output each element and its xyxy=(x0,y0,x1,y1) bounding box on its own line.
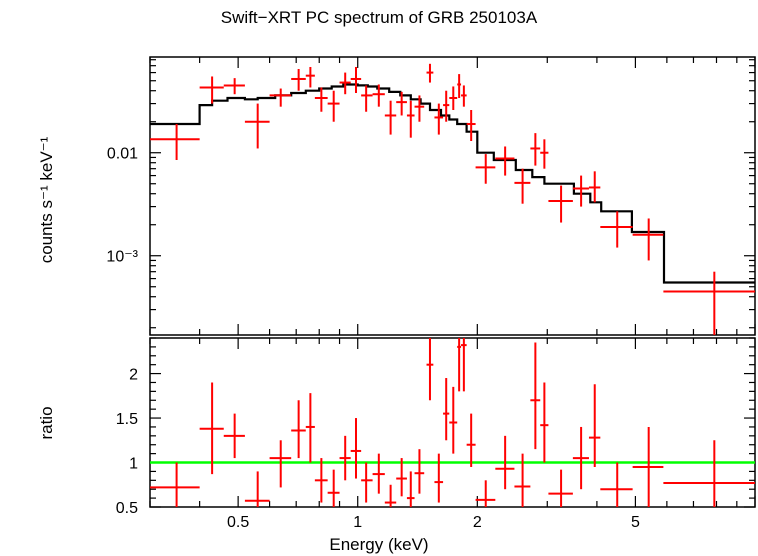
ratio-data-point xyxy=(514,453,531,507)
spectrum-data-point xyxy=(466,109,476,141)
ratio-data-point xyxy=(632,426,664,507)
ratio-data-point xyxy=(372,453,385,494)
ratio-y-tick-label: 0.5 xyxy=(116,500,138,517)
spectrum-data-point xyxy=(530,133,541,166)
spectrum-data-point xyxy=(384,100,397,135)
ratio-data-point xyxy=(199,382,224,475)
spectrum-data-point xyxy=(396,91,407,116)
spectrum-data-point xyxy=(572,175,589,207)
ratio-data-point xyxy=(305,393,315,463)
ratio-data-point xyxy=(150,462,200,507)
ratio-data-point xyxy=(327,469,340,507)
spectrum-data-point xyxy=(361,85,373,112)
ratio-y-tick-label: 2 xyxy=(129,367,138,384)
spectrum-data-point xyxy=(461,85,467,107)
ratio-data-point xyxy=(269,440,292,488)
ratio-data-point xyxy=(530,342,541,450)
ratio-data-point xyxy=(540,382,549,463)
spectrum-y-tick-label: 10⁻³ xyxy=(106,249,138,266)
spectrum-data-point xyxy=(514,168,531,204)
spectrum-data-point xyxy=(475,154,496,184)
ratio-data-point xyxy=(414,449,425,494)
ratio-data-point xyxy=(475,480,496,507)
spectrum-data-point xyxy=(327,90,340,122)
ratio-data-point xyxy=(314,458,328,503)
x-tick-label: 0.5 xyxy=(227,514,249,531)
ratio-data-point xyxy=(466,413,476,467)
chart-title: Swift−XRT PC spectrum of GRB 250103A xyxy=(220,8,538,27)
ratio-data-point xyxy=(600,462,633,507)
spectrum-data-point xyxy=(150,124,200,161)
ratio-data-point xyxy=(588,384,601,467)
ratio-data-point xyxy=(572,426,589,490)
spectrum-data-point xyxy=(414,95,425,122)
ratio-data-point xyxy=(350,418,362,479)
spectrum-data-point xyxy=(632,218,664,261)
ratio-data-point xyxy=(339,435,351,481)
ratio-data-point xyxy=(548,469,573,507)
ratio-data-point xyxy=(426,338,434,401)
ratio-data-point xyxy=(461,338,467,392)
ratio-data-point xyxy=(449,386,458,454)
ratio-data-point xyxy=(663,440,755,507)
model-step-line xyxy=(150,83,755,284)
spectrum-data-point xyxy=(457,74,462,98)
ratio-panel: 0.5 1 1.5 2 0.5 1 2 5 xyxy=(116,337,756,531)
ratio-data-point xyxy=(406,471,415,507)
spectrum-data-point xyxy=(663,271,755,335)
ratio-y-tick-label: 1 xyxy=(129,456,138,473)
spectrum-data-point xyxy=(600,211,633,248)
spectrum-y-tick-label: 0.01 xyxy=(107,146,138,163)
spectrum-data-point xyxy=(244,103,270,149)
x-tick-label: 1 xyxy=(353,514,362,531)
ratio-data-point xyxy=(291,400,306,459)
spectrum-data-point xyxy=(540,139,549,169)
x-tick-label: 2 xyxy=(473,514,482,531)
spectrum-data-point xyxy=(269,88,292,107)
spectrum-data-point xyxy=(588,171,601,203)
x-axis-label: Energy (keV) xyxy=(329,535,429,554)
spectrum-data-point xyxy=(495,146,515,176)
spectrum-data-point xyxy=(350,66,362,94)
spectrum-data-point xyxy=(372,84,385,107)
spectrum-data-point xyxy=(443,90,450,122)
spectrum-data-point xyxy=(406,100,415,138)
spectrum-data-point xyxy=(339,72,351,95)
spectrum-data-point xyxy=(291,69,306,91)
ratio-data-point xyxy=(495,435,515,490)
spectrum-data-point xyxy=(449,86,458,110)
spectrum-data-point xyxy=(426,63,434,83)
spectrum-data-point xyxy=(199,76,224,104)
spectrum-data-point xyxy=(305,66,315,88)
ratio-frame xyxy=(149,337,756,508)
ratio-data-point xyxy=(434,453,444,503)
ratio-y-tick-label: 1.5 xyxy=(116,411,138,428)
spectrum-data-point xyxy=(314,87,328,112)
x-tick-label: 5 xyxy=(631,514,640,531)
ratio-data-point xyxy=(396,458,407,497)
spectrum-panel: 0.01 10⁻³ xyxy=(106,56,756,336)
spectrum-data-point xyxy=(223,78,245,95)
ratio-data-point xyxy=(457,338,462,392)
ratio-data-point xyxy=(443,378,450,441)
spectrum-data-point xyxy=(548,185,573,223)
ratio-data-point xyxy=(223,413,245,459)
spectrum-frame xyxy=(149,56,756,336)
spectrum-data-point xyxy=(434,103,444,135)
ratio-data-point xyxy=(244,471,270,507)
ratio-data-point xyxy=(384,484,397,507)
ratio-data-point xyxy=(361,462,373,503)
